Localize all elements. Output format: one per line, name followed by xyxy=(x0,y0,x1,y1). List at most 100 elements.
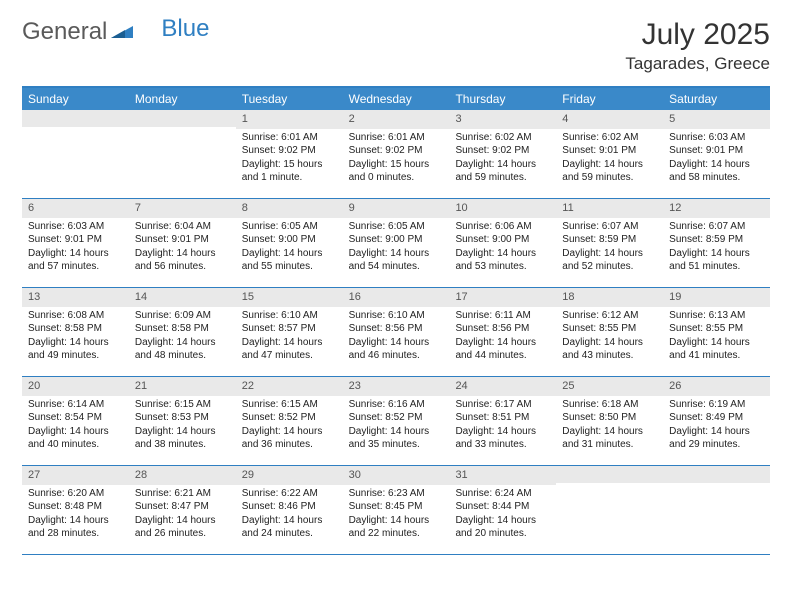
day-cell: 7Sunrise: 6:04 AMSunset: 9:01 PMDaylight… xyxy=(129,199,236,287)
day-content: Sunrise: 6:06 AMSunset: 9:00 PMDaylight:… xyxy=(449,218,556,280)
daylight-text: Daylight: 14 hours and 54 minutes. xyxy=(349,247,444,274)
day-number: 27 xyxy=(22,466,129,485)
sunrise-text: Sunrise: 6:02 AM xyxy=(455,131,550,145)
day-number: 29 xyxy=(236,466,343,485)
daylight-text: Daylight: 14 hours and 41 minutes. xyxy=(669,336,764,363)
sunrise-text: Sunrise: 6:20 AM xyxy=(28,487,123,501)
sunset-text: Sunset: 8:45 PM xyxy=(349,500,444,514)
day-number: 24 xyxy=(449,377,556,396)
daylight-text: Daylight: 14 hours and 49 minutes. xyxy=(28,336,123,363)
day-number: 12 xyxy=(663,199,770,218)
sunset-text: Sunset: 8:50 PM xyxy=(562,411,657,425)
day-cell: 6Sunrise: 6:03 AMSunset: 9:01 PMDaylight… xyxy=(22,199,129,287)
sunset-text: Sunset: 8:58 PM xyxy=(135,322,230,336)
day-cell: 11Sunrise: 6:07 AMSunset: 8:59 PMDayligh… xyxy=(556,199,663,287)
day-content: Sunrise: 6:15 AMSunset: 8:53 PMDaylight:… xyxy=(129,396,236,458)
sunrise-text: Sunrise: 6:09 AM xyxy=(135,309,230,323)
daylight-text: Daylight: 14 hours and 36 minutes. xyxy=(242,425,337,452)
sunrise-text: Sunrise: 6:04 AM xyxy=(135,220,230,234)
sunrise-text: Sunrise: 6:10 AM xyxy=(242,309,337,323)
day-number: 17 xyxy=(449,288,556,307)
day-cell: 29Sunrise: 6:22 AMSunset: 8:46 PMDayligh… xyxy=(236,466,343,554)
day-cell: 25Sunrise: 6:18 AMSunset: 8:50 PMDayligh… xyxy=(556,377,663,465)
daylight-text: Daylight: 14 hours and 26 minutes. xyxy=(135,514,230,541)
day-cell: 31Sunrise: 6:24 AMSunset: 8:44 PMDayligh… xyxy=(449,466,556,554)
day-number: 5 xyxy=(663,110,770,129)
day-content: Sunrise: 6:05 AMSunset: 9:00 PMDaylight:… xyxy=(236,218,343,280)
sunset-text: Sunset: 8:46 PM xyxy=(242,500,337,514)
weekday-header: Saturday xyxy=(663,88,770,110)
sunrise-text: Sunrise: 6:10 AM xyxy=(349,309,444,323)
day-content: Sunrise: 6:09 AMSunset: 8:58 PMDaylight:… xyxy=(129,307,236,369)
sunrise-text: Sunrise: 6:07 AM xyxy=(669,220,764,234)
day-content: Sunrise: 6:14 AMSunset: 8:54 PMDaylight:… xyxy=(22,396,129,458)
day-content: Sunrise: 6:23 AMSunset: 8:45 PMDaylight:… xyxy=(343,485,450,547)
daylight-text: Daylight: 14 hours and 29 minutes. xyxy=(669,425,764,452)
sunrise-text: Sunrise: 6:15 AM xyxy=(242,398,337,412)
sunset-text: Sunset: 8:58 PM xyxy=(28,322,123,336)
sunset-text: Sunset: 8:53 PM xyxy=(135,411,230,425)
daylight-text: Daylight: 14 hours and 47 minutes. xyxy=(242,336,337,363)
daylight-text: Daylight: 14 hours and 22 minutes. xyxy=(349,514,444,541)
day-number: 2 xyxy=(343,110,450,129)
week-row: 6Sunrise: 6:03 AMSunset: 9:01 PMDaylight… xyxy=(22,199,770,288)
day-cell: 26Sunrise: 6:19 AMSunset: 8:49 PMDayligh… xyxy=(663,377,770,465)
day-cell: 10Sunrise: 6:06 AMSunset: 9:00 PMDayligh… xyxy=(449,199,556,287)
day-cell: 14Sunrise: 6:09 AMSunset: 8:58 PMDayligh… xyxy=(129,288,236,376)
sunset-text: Sunset: 9:02 PM xyxy=(349,144,444,158)
daylight-text: Daylight: 14 hours and 57 minutes. xyxy=(28,247,123,274)
weekday-header: Monday xyxy=(129,88,236,110)
sunset-text: Sunset: 8:56 PM xyxy=(349,322,444,336)
day-number: 31 xyxy=(449,466,556,485)
sunrise-text: Sunrise: 6:24 AM xyxy=(455,487,550,501)
day-number: 13 xyxy=(22,288,129,307)
logo-text-1: General xyxy=(22,18,107,46)
day-content: Sunrise: 6:13 AMSunset: 8:55 PMDaylight:… xyxy=(663,307,770,369)
sunrise-text: Sunrise: 6:05 AM xyxy=(242,220,337,234)
weekday-header: Wednesday xyxy=(343,88,450,110)
day-cell: 1Sunrise: 6:01 AMSunset: 9:02 PMDaylight… xyxy=(236,110,343,198)
day-content: Sunrise: 6:11 AMSunset: 8:56 PMDaylight:… xyxy=(449,307,556,369)
day-number: 9 xyxy=(343,199,450,218)
day-number: 11 xyxy=(556,199,663,218)
sunset-text: Sunset: 9:01 PM xyxy=(669,144,764,158)
day-cell: 24Sunrise: 6:17 AMSunset: 8:51 PMDayligh… xyxy=(449,377,556,465)
daylight-text: Daylight: 14 hours and 46 minutes. xyxy=(349,336,444,363)
day-cell xyxy=(22,110,129,198)
day-cell: 12Sunrise: 6:07 AMSunset: 8:59 PMDayligh… xyxy=(663,199,770,287)
daylight-text: Daylight: 14 hours and 35 minutes. xyxy=(349,425,444,452)
day-content: Sunrise: 6:24 AMSunset: 8:44 PMDaylight:… xyxy=(449,485,556,547)
day-content: Sunrise: 6:07 AMSunset: 8:59 PMDaylight:… xyxy=(663,218,770,280)
sunset-text: Sunset: 9:01 PM xyxy=(28,233,123,247)
day-content: Sunrise: 6:19 AMSunset: 8:49 PMDaylight:… xyxy=(663,396,770,458)
day-number: 23 xyxy=(343,377,450,396)
day-number: 8 xyxy=(236,199,343,218)
day-number: 16 xyxy=(343,288,450,307)
day-content: Sunrise: 6:01 AMSunset: 9:02 PMDaylight:… xyxy=(343,129,450,191)
daylight-text: Daylight: 14 hours and 53 minutes. xyxy=(455,247,550,274)
day-cell: 19Sunrise: 6:13 AMSunset: 8:55 PMDayligh… xyxy=(663,288,770,376)
day-content: Sunrise: 6:04 AMSunset: 9:01 PMDaylight:… xyxy=(129,218,236,280)
sunset-text: Sunset: 9:00 PM xyxy=(242,233,337,247)
sunrise-text: Sunrise: 6:01 AM xyxy=(242,131,337,145)
day-content: Sunrise: 6:20 AMSunset: 8:48 PMDaylight:… xyxy=(22,485,129,547)
weekday-header: Friday xyxy=(556,88,663,110)
sunrise-text: Sunrise: 6:21 AM xyxy=(135,487,230,501)
week-row: 27Sunrise: 6:20 AMSunset: 8:48 PMDayligh… xyxy=(22,466,770,555)
weekday-header: Thursday xyxy=(449,88,556,110)
logo-text-2: Blue xyxy=(161,15,209,43)
sunrise-text: Sunrise: 6:03 AM xyxy=(28,220,123,234)
day-cell: 22Sunrise: 6:15 AMSunset: 8:52 PMDayligh… xyxy=(236,377,343,465)
day-number: 20 xyxy=(22,377,129,396)
day-cell: 9Sunrise: 6:05 AMSunset: 9:00 PMDaylight… xyxy=(343,199,450,287)
sunset-text: Sunset: 8:49 PM xyxy=(669,411,764,425)
day-number xyxy=(129,110,236,127)
day-content: Sunrise: 6:12 AMSunset: 8:55 PMDaylight:… xyxy=(556,307,663,369)
sunrise-text: Sunrise: 6:16 AM xyxy=(349,398,444,412)
sunset-text: Sunset: 8:56 PM xyxy=(455,322,550,336)
sunrise-text: Sunrise: 6:22 AM xyxy=(242,487,337,501)
week-row: 1Sunrise: 6:01 AMSunset: 9:02 PMDaylight… xyxy=(22,110,770,199)
day-number: 15 xyxy=(236,288,343,307)
day-cell: 4Sunrise: 6:02 AMSunset: 9:01 PMDaylight… xyxy=(556,110,663,198)
logo-triangle-icon xyxy=(111,22,133,43)
